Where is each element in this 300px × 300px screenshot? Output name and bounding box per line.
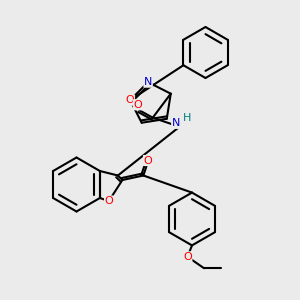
Text: O: O [134,100,142,110]
Text: N: N [144,77,152,87]
Text: H: H [183,113,191,123]
Text: O: O [143,155,152,166]
Text: O: O [183,252,192,262]
Text: N: N [172,118,180,128]
Text: O: O [104,196,113,206]
Text: O: O [126,95,134,105]
